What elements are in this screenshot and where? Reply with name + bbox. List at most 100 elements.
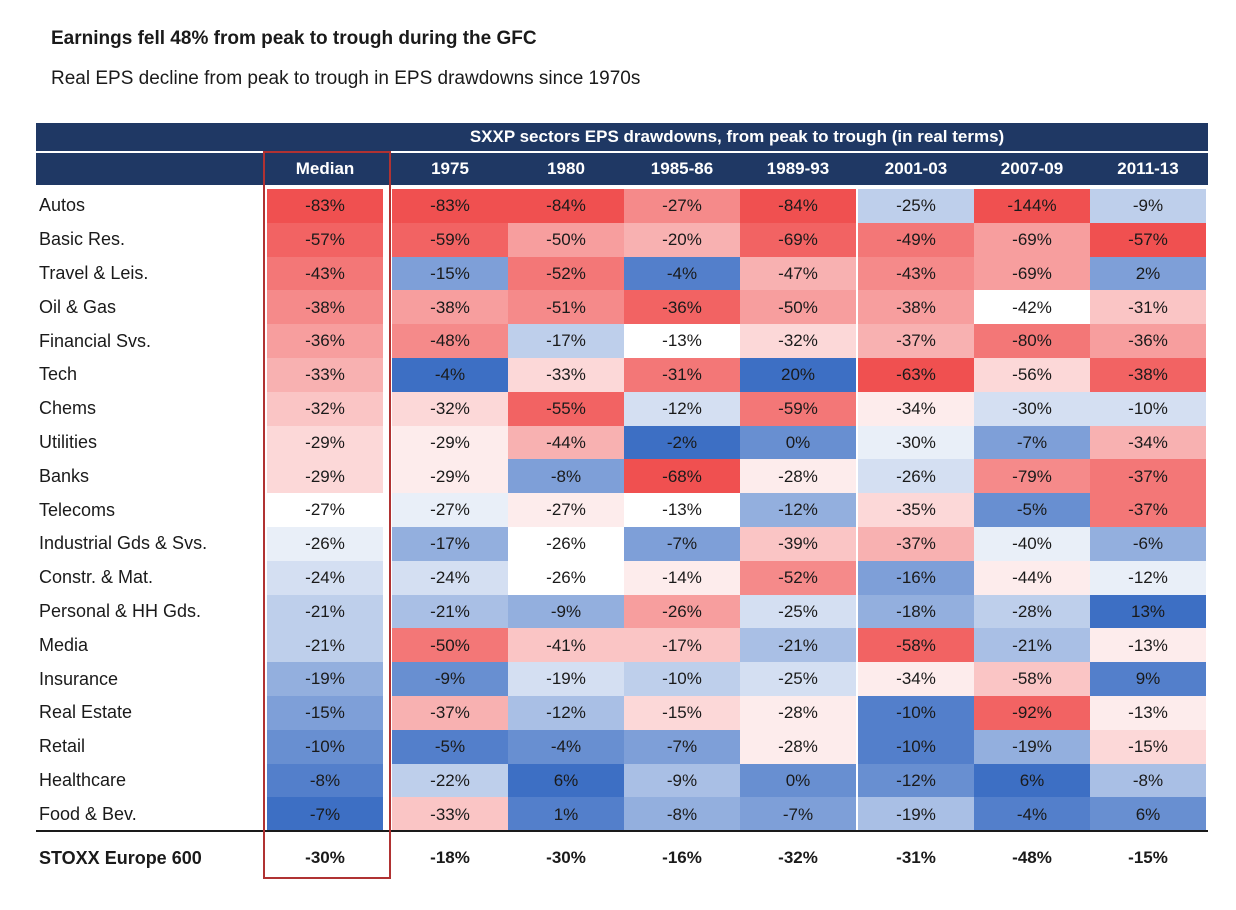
heatmap-cell: -52% xyxy=(508,256,624,291)
heatmap-cell: -83% xyxy=(392,189,508,224)
heatmap-cell: -10% xyxy=(858,696,974,731)
heatmap-cell: -4% xyxy=(974,797,1090,832)
heatmap-cell: -29% xyxy=(392,459,508,494)
column-header: 2001-03 xyxy=(884,159,948,178)
heatmap-cell: -49% xyxy=(858,222,974,258)
heatmap-cell: -47% xyxy=(740,256,856,291)
heatmap-cell: -37% xyxy=(392,696,508,731)
heatmap-cell: -57% xyxy=(1090,222,1206,258)
heatmap-cell: 6% xyxy=(508,763,624,798)
row-label: Utilities xyxy=(39,431,98,452)
heatmap-cell: -55% xyxy=(508,391,624,427)
heatmap-cell: -50% xyxy=(740,290,856,325)
heatmap-cell: -24% xyxy=(392,560,508,596)
heatmap-cell: -13% xyxy=(1090,696,1206,731)
heatmap-cell: -21% xyxy=(267,594,383,629)
chart-subtitle: Real EPS decline from peak to trough in … xyxy=(51,68,641,89)
heatmap-cell: -19% xyxy=(267,662,383,697)
heatmap-cell: -63% xyxy=(858,358,974,393)
heatmap-cell: -21% xyxy=(392,594,508,629)
heatmap-cell: -37% xyxy=(858,324,974,359)
row-label: Telecoms xyxy=(39,499,116,520)
heatmap-cell: -9% xyxy=(508,594,624,629)
heatmap-cell: -7% xyxy=(624,527,740,562)
column-header: 1975 xyxy=(431,159,469,178)
heatmap-cell: -144% xyxy=(974,189,1090,224)
heatmap-cell: -69% xyxy=(974,222,1090,258)
heatmap-cell: -12% xyxy=(740,493,856,528)
heatmap-cell: -8% xyxy=(267,763,383,798)
heatmap-cell: -27% xyxy=(508,493,624,528)
total-cell: -30% xyxy=(546,848,586,867)
heatmap-cell: -40% xyxy=(974,527,1090,562)
heatmap-cell: -50% xyxy=(392,628,508,663)
total-cell: -32% xyxy=(778,848,818,867)
heatmap-cell: -26% xyxy=(267,527,383,562)
heatmap-cell: -37% xyxy=(858,527,974,562)
heatmap-cell: -79% xyxy=(974,459,1090,494)
heatmap-cell: -83% xyxy=(267,189,383,224)
heatmap-cell: -28% xyxy=(740,459,856,494)
heatmap-cell: -41% xyxy=(508,628,624,663)
heatmap-cell: -28% xyxy=(740,729,856,765)
heatmap-cell: -4% xyxy=(624,256,740,291)
heatmap-cell: -24% xyxy=(267,560,383,596)
heatmap-cell: -20% xyxy=(624,222,740,258)
chart-title: Earnings fell 48% from peak to trough du… xyxy=(51,28,537,49)
heatmap-cell: -84% xyxy=(740,189,856,224)
row-label: Autos xyxy=(39,195,86,216)
heatmap-cell: -33% xyxy=(508,358,624,393)
heatmap-cell: -29% xyxy=(392,425,508,460)
heatmap-cell: -25% xyxy=(858,189,974,224)
heatmap-cell: -4% xyxy=(508,729,624,765)
row-label: Constr. & Mat. xyxy=(39,567,154,588)
heatmap-cell: -28% xyxy=(974,594,1090,629)
row-label: Basic Res. xyxy=(39,229,126,250)
total-cell: -48% xyxy=(1012,848,1052,867)
total-cell: -15% xyxy=(1128,848,1168,867)
heatmap-cell: -58% xyxy=(858,628,974,663)
total-divider xyxy=(36,830,1208,832)
row-label: Financial Svs. xyxy=(39,330,152,351)
heatmap-cell: 13% xyxy=(1090,594,1206,629)
heatmap-cell: 6% xyxy=(1090,797,1206,832)
heatmap-cell: -52% xyxy=(740,560,856,596)
heatmap-cell: -69% xyxy=(740,222,856,258)
column-header: 1980 xyxy=(547,159,585,178)
heatmap-cell: -37% xyxy=(1090,459,1206,494)
heatmap-cell: -9% xyxy=(624,763,740,798)
row-label: Media xyxy=(39,634,89,655)
heatmap-cell: -31% xyxy=(1090,290,1206,325)
heatmap-cell: -29% xyxy=(267,459,383,494)
heatmap-cell: -32% xyxy=(392,391,508,427)
heatmap-cell: -12% xyxy=(1090,560,1206,596)
heatmap-cell: -59% xyxy=(392,222,508,258)
heatmap-cell: -34% xyxy=(858,662,974,697)
heatmap-cell: -25% xyxy=(740,662,856,697)
heatmap-cell: -48% xyxy=(392,324,508,359)
heatmap-cell: -43% xyxy=(267,256,383,291)
heatmap-cell: -18% xyxy=(858,594,974,629)
heatmap-cell: -7% xyxy=(740,797,856,832)
row-label: Tech xyxy=(39,364,78,385)
row-label: Healthcare xyxy=(39,769,127,790)
heatmap-cell: -9% xyxy=(392,662,508,697)
heatmap-cell: -42% xyxy=(974,290,1090,325)
row-label: Insurance xyxy=(39,668,119,689)
heatmap-cell: -38% xyxy=(392,290,508,325)
heatmap-cell: -8% xyxy=(508,459,624,494)
heatmap-cell: -92% xyxy=(974,696,1090,731)
heatmap-cell: -19% xyxy=(974,729,1090,765)
column-header: Median xyxy=(295,159,355,178)
heatmap-cell: -26% xyxy=(858,459,974,494)
row-label: Retail xyxy=(39,736,86,757)
heatmap-cell: -13% xyxy=(1090,628,1206,663)
heatmap-cell: -59% xyxy=(740,391,856,427)
heatmap-cell: -33% xyxy=(392,797,508,832)
heatmap-cell: -8% xyxy=(1090,763,1206,798)
column-header: 2011-13 xyxy=(1117,159,1179,178)
heatmap-cell: -10% xyxy=(858,729,974,765)
heatmap-cell: -7% xyxy=(624,729,740,765)
row-label: Banks xyxy=(39,465,90,486)
heatmap-cell: -2% xyxy=(624,425,740,460)
